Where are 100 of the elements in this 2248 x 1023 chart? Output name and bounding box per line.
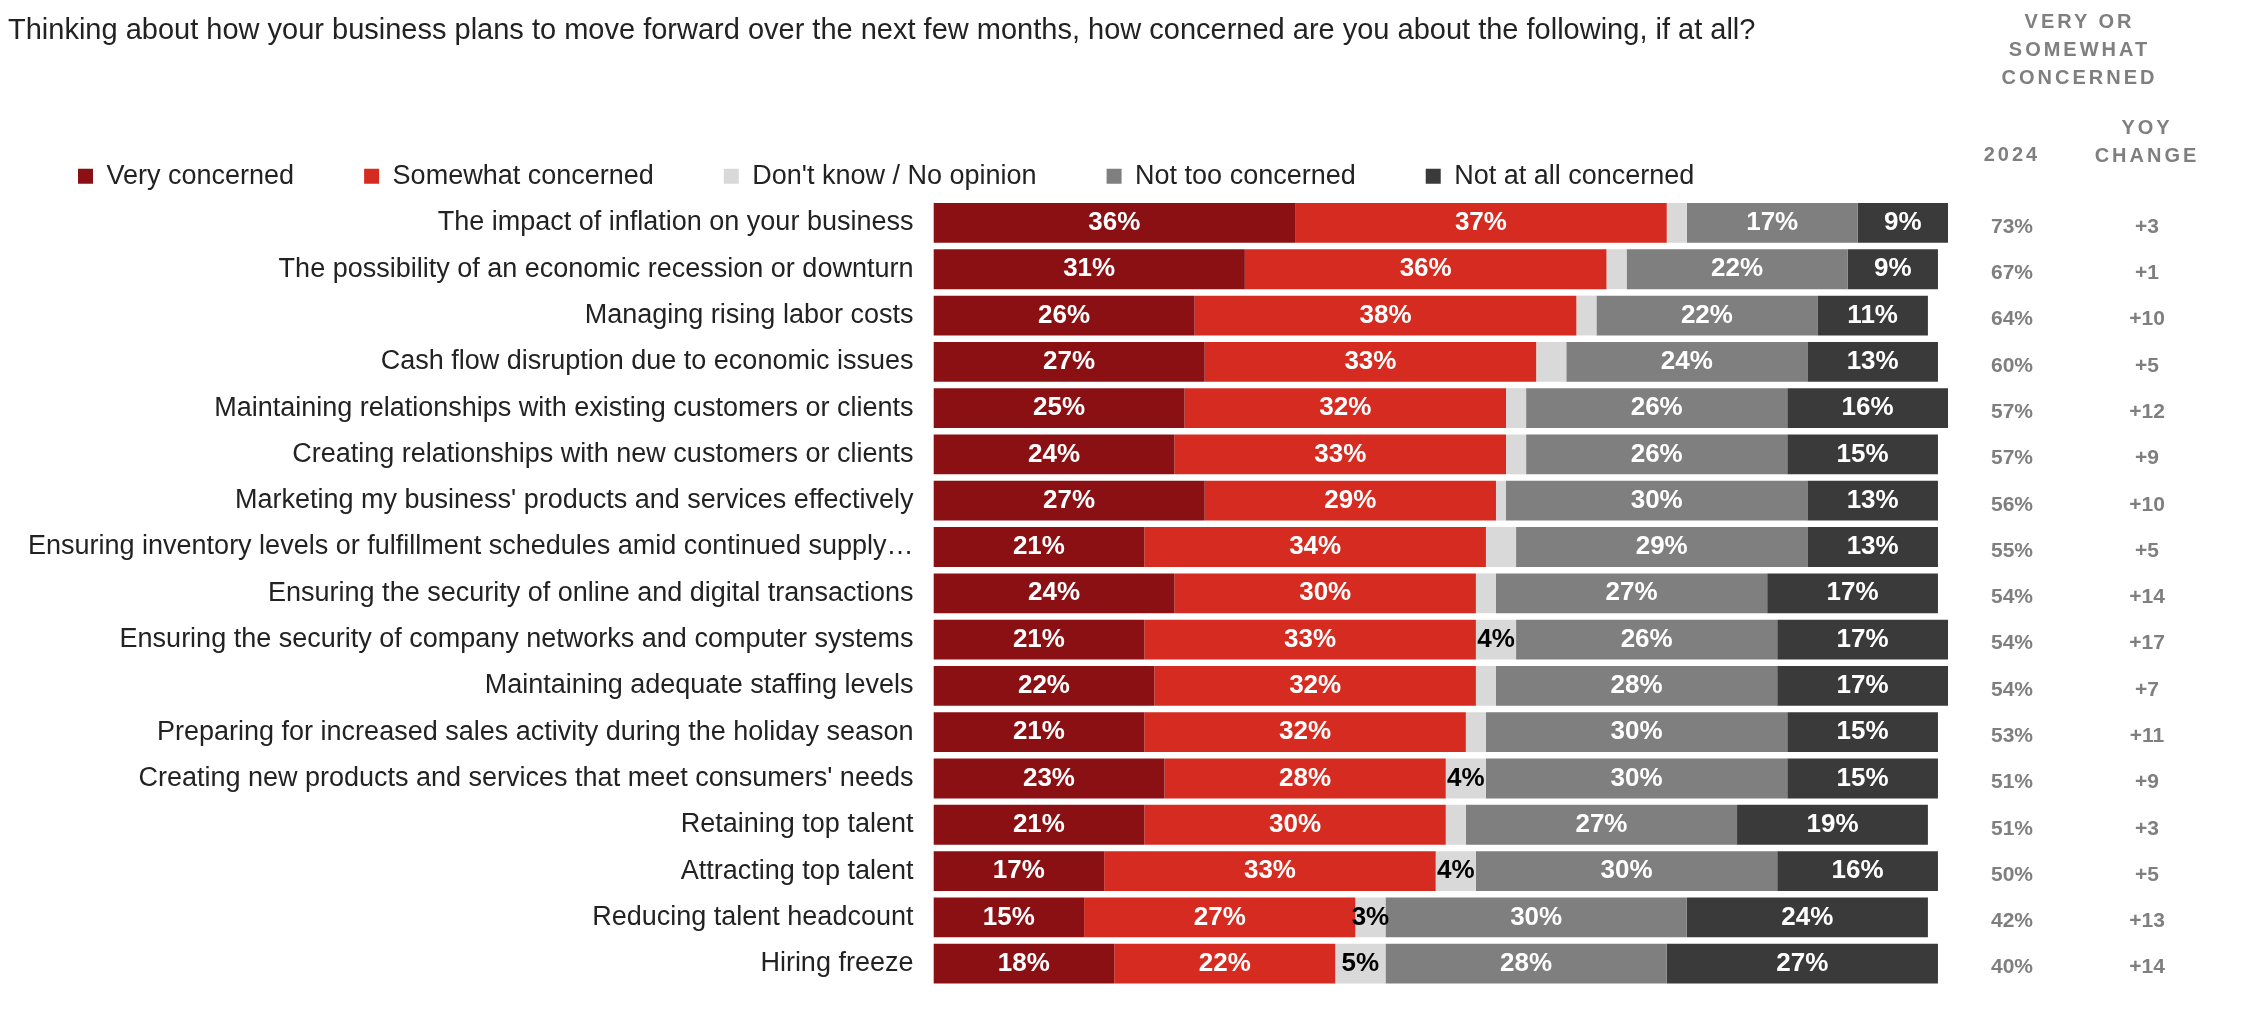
data-label: 21%	[1012, 807, 1065, 838]
bar	[1787, 388, 1948, 429]
text: 50%	[1990, 861, 2034, 885]
data-label: 30%	[1299, 576, 1352, 607]
bar	[1686, 203, 1858, 243]
bar	[1666, 943, 1938, 984]
data-label: 27%	[1043, 345, 1096, 375]
text: 55%	[1990, 537, 2034, 561]
y-tick-label: Ensuring inventory levels or fulfillment schedules amid continued supply…	[28, 530, 914, 561]
bar	[1526, 434, 1788, 475]
data-label: 22%	[1680, 298, 1733, 329]
text: +11	[2129, 722, 2165, 746]
data-label: 9%	[1884, 206, 1922, 237]
data-label: 34%	[1289, 530, 1342, 561]
bar	[1174, 573, 1476, 614]
data-label: 15%	[1836, 437, 1889, 468]
y-tick-label: Cash flow disruption due to economic issues	[380, 345, 914, 376]
data-label: 25%	[1032, 391, 1086, 422]
bar	[933, 388, 1185, 429]
y-tick-label: Creating new products and services that meet consumers' needs	[138, 761, 914, 792]
bar	[1144, 804, 1446, 845]
bar	[1204, 480, 1496, 521]
data-label: 13%	[1846, 530, 1899, 561]
data-label: 17%	[1836, 669, 1889, 700]
bar	[1295, 203, 1667, 243]
data-label: 32%	[1319, 391, 1372, 422]
text: +3	[2135, 213, 2159, 237]
y-tick-label: Preparing for increased sales activity during the holiday season	[157, 715, 914, 746]
data-label: 29%	[1635, 530, 1688, 561]
data-label: 38%	[1359, 298, 1412, 329]
bar	[1174, 434, 1507, 475]
y-tick-label: Retaining top talent	[680, 808, 914, 839]
data-label: 22%	[1198, 946, 1251, 977]
data-label: 24%	[1660, 345, 1713, 375]
bar	[1686, 897, 1928, 938]
bar	[1666, 203, 1687, 243]
data-label: 13%	[1846, 483, 1899, 514]
data-label: 16%	[1841, 391, 1894, 422]
text: +10	[2129, 491, 2165, 515]
text: +7	[2135, 676, 2159, 700]
bar	[933, 249, 1245, 290]
data-label: 11%	[1847, 298, 1898, 329]
bar	[933, 804, 1145, 845]
data-label: 27%	[1605, 576, 1658, 607]
bar	[933, 573, 1175, 614]
text: +5	[2135, 352, 2160, 376]
y-tick-label: Marketing my business' products and services effectively	[234, 484, 914, 515]
y-tick-label: Ensuring the security of online and digital transactions	[268, 576, 914, 607]
data-label: 16%	[1831, 854, 1884, 885]
text: 57%	[1990, 398, 2034, 422]
data-label: 33%	[1344, 345, 1397, 375]
data-label: 22%	[1017, 669, 1070, 700]
data-label: 4%	[1447, 761, 1485, 792]
data-label: 26%	[1038, 298, 1091, 329]
bar	[1606, 249, 1627, 290]
text: 60%	[1990, 352, 2034, 376]
legend-label: Somewhat concerned	[392, 159, 654, 190]
text: 51%	[1990, 769, 2034, 793]
bar	[1576, 295, 1597, 336]
bar	[1777, 619, 1948, 660]
data-label: 21%	[1012, 715, 1065, 746]
text: +5	[2135, 537, 2160, 561]
bar	[1506, 388, 1527, 429]
data-label: 37%	[1454, 206, 1507, 237]
bar	[1777, 851, 1938, 891]
data-label: 5%	[1341, 946, 1380, 977]
bar	[1737, 804, 1928, 845]
text: YOY CHANGE	[2094, 115, 2200, 166]
text: +14	[2129, 584, 2166, 608]
bar	[1506, 434, 1527, 475]
data-label: 27%	[1575, 807, 1628, 838]
bar	[1777, 665, 1948, 706]
data-label: 30%	[1630, 483, 1683, 514]
data-label: 32%	[1279, 715, 1332, 746]
bar	[1244, 249, 1607, 290]
bar	[1144, 527, 1486, 567]
bar	[1164, 758, 1446, 799]
bar	[1807, 527, 1938, 567]
data-label: 30%	[1600, 854, 1653, 885]
y-tick-label: Creating relationships with new customers or clients	[292, 437, 914, 468]
data-label: 30%	[1269, 807, 1322, 838]
data-label: 13%	[1846, 345, 1899, 375]
bar	[1536, 341, 1567, 382]
chart-title: Thinking about how your business plans to move forward over the next few months, how concerned are you about the following, if at all?	[8, 13, 1756, 46]
data-label: 24%	[1027, 576, 1081, 607]
bar	[933, 295, 1195, 336]
bar	[1475, 665, 1496, 706]
legend-label: Not at all concerned	[1454, 159, 1695, 190]
bar	[933, 203, 1296, 243]
text: +13	[2129, 908, 2165, 932]
data-label: 30%	[1610, 761, 1663, 792]
data-label: 22%	[1711, 252, 1764, 283]
y-tick-label: The possibility of an economic recession or downturn	[278, 252, 914, 283]
y-tick-label: Hiring freeze	[760, 947, 914, 978]
data-label: 15%	[1836, 715, 1889, 746]
bar	[1495, 665, 1778, 706]
text: 67%	[1990, 260, 2034, 284]
bar	[1767, 573, 1938, 614]
bar	[1385, 943, 1667, 984]
bar	[1114, 943, 1336, 984]
